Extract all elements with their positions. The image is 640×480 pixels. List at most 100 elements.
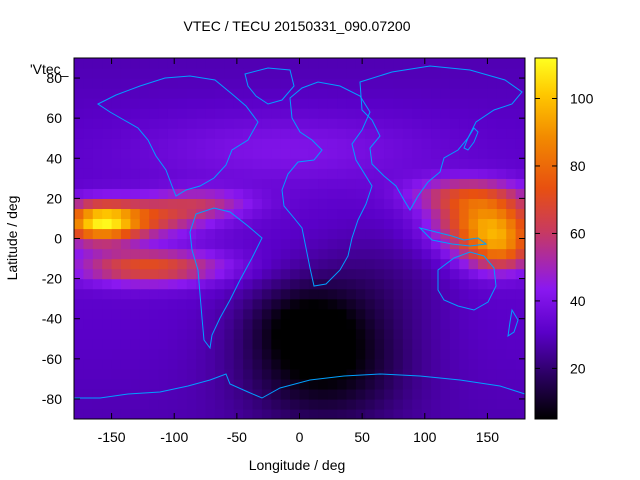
heatmap-cell (120, 108, 131, 119)
heatmap-cell (365, 288, 376, 300)
heatmap-cell (449, 278, 460, 290)
heatmap-cell (92, 78, 103, 89)
heatmap-cell (412, 328, 423, 340)
heatmap-cell (384, 58, 395, 69)
heatmap-cell (412, 228, 423, 240)
heatmap-cell (402, 68, 413, 79)
heatmap-cell (355, 268, 366, 280)
heatmap-cell (83, 168, 94, 179)
heatmap-cell (102, 158, 113, 169)
heatmap-cell (506, 388, 517, 400)
heatmap-cell (83, 208, 94, 220)
heatmap-cell (459, 308, 470, 320)
heatmap-cell (83, 268, 94, 280)
heatmap-cell (421, 338, 432, 350)
heatmap-cell (412, 158, 423, 169)
heatmap-cell (177, 78, 188, 89)
heatmap-cell (280, 228, 291, 240)
heatmap-cell (233, 318, 244, 330)
heatmap-cell (243, 348, 254, 360)
heatmap-cell (327, 358, 338, 370)
heatmap-cell (130, 348, 141, 360)
heatmap-cell (412, 208, 423, 220)
heatmap-cell (384, 278, 395, 290)
heatmap-cell (421, 158, 432, 169)
heatmap-cell (506, 108, 517, 119)
heatmap-cell (271, 358, 282, 370)
heatmap-cell (355, 278, 366, 290)
heatmap-cell (139, 228, 150, 240)
heatmap-cell (431, 328, 442, 340)
heatmap-cell (365, 68, 376, 79)
heatmap-cell (130, 58, 141, 69)
heatmap-cell (167, 198, 178, 210)
heatmap-cell (271, 368, 282, 380)
heatmap-cell (515, 388, 525, 400)
heatmap-cell (308, 388, 319, 400)
heatmap-cell (120, 248, 131, 260)
heatmap-cell (120, 168, 131, 179)
heatmap-cell (327, 228, 338, 240)
heatmap-cell (102, 178, 113, 189)
heatmap-cell (177, 198, 188, 210)
heatmap-cell (196, 68, 207, 79)
heatmap-cell (496, 258, 507, 270)
heatmap-cell (205, 278, 216, 290)
heatmap-cell (167, 248, 178, 260)
heatmap-cell (440, 148, 451, 159)
heatmap-cell (158, 148, 169, 159)
heatmap-cell (478, 398, 489, 410)
heatmap-cell (111, 68, 122, 79)
heatmap-cell (393, 198, 404, 210)
heatmap-cell (421, 128, 432, 139)
heatmap-cell (92, 98, 103, 109)
heatmap-cell (243, 308, 254, 320)
heatmap-cell (196, 388, 207, 400)
heatmap-cell (130, 178, 141, 189)
heatmap-cell (233, 358, 244, 370)
heatmap-cell (431, 358, 442, 370)
heatmap-cell (308, 368, 319, 380)
heatmap-cell (459, 268, 470, 280)
heatmap-cell (205, 348, 216, 360)
heatmap-cell (327, 118, 338, 129)
heatmap-cell (139, 138, 150, 149)
heatmap-cell (393, 158, 404, 169)
heatmap-cell (120, 208, 131, 220)
heatmap-cell (280, 368, 291, 380)
heatmap-cell (449, 408, 460, 419)
heatmap-cell (440, 378, 451, 390)
heatmap-cell (83, 98, 94, 109)
heatmap-cell (280, 78, 291, 89)
heatmap-cell (515, 298, 525, 310)
heatmap-cell (233, 158, 244, 169)
heatmap-cell (487, 378, 498, 390)
heatmap-cell (261, 308, 272, 320)
heatmap-cell (327, 108, 338, 119)
heatmap-cell (130, 88, 141, 99)
heatmap-cell (102, 338, 113, 350)
heatmap-cell (280, 348, 291, 360)
heatmap-cell (205, 128, 216, 139)
heatmap-cell (111, 58, 122, 69)
heatmap-cell (280, 298, 291, 310)
heatmap-cell (224, 318, 235, 330)
heatmap-cell (74, 308, 84, 320)
heatmap-cell (374, 328, 385, 340)
heatmap-cell (468, 388, 479, 400)
heatmap-cell (149, 378, 160, 390)
heatmap-cell (412, 108, 423, 119)
heatmap-cell (167, 118, 178, 129)
heatmap-cell (186, 108, 197, 119)
heatmap-cell (374, 58, 385, 69)
heatmap-cell (337, 318, 348, 330)
x-tick-label: 150 (476, 429, 500, 445)
heatmap-cell (308, 248, 319, 260)
heatmap-cell (224, 68, 235, 79)
heatmap-cell (205, 408, 216, 419)
heatmap-cell (421, 368, 432, 380)
heatmap-cell (431, 78, 442, 89)
heatmap-cell (149, 68, 160, 79)
heatmap-cell (186, 268, 197, 280)
heatmap-cell (318, 68, 329, 79)
